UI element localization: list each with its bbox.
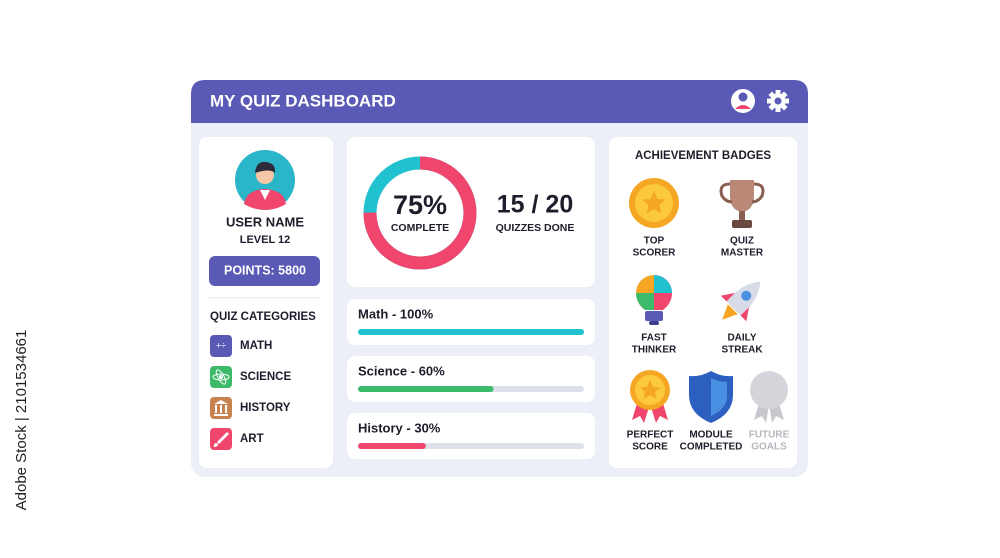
user-level: LEVEL 12: [240, 234, 291, 246]
badges-title: ACHIEVEMENT BADGES: [635, 150, 771, 162]
category-history[interactable]: HISTORY: [210, 397, 291, 419]
watermark: Adobe Stock | 2101534661: [13, 330, 30, 511]
profile-button[interactable]: [731, 89, 755, 113]
header-bar: [191, 80, 808, 123]
badge-perfect-score-icon: [630, 370, 670, 423]
badge-quiz-master-icon: [719, 180, 765, 228]
ring-fill: [363, 156, 477, 270]
badge-daily-streak-icon: [720, 281, 761, 322]
badge-top-scorer-icon: [629, 178, 679, 228]
profile-panel: [199, 137, 333, 468]
category-label: MATH: [240, 340, 272, 352]
progress-label: Science - 60%: [358, 363, 445, 378]
completion-value: 75%: [393, 190, 447, 220]
badge-module-completed-icon: [689, 371, 733, 423]
progress-label: Math - 100%: [358, 306, 434, 321]
badge-label: QUIZ: [730, 236, 754, 247]
badge-label: SCORE: [632, 442, 668, 453]
category-label: HISTORY: [240, 402, 291, 414]
progress-list: Math - 100% Science - 60% History - 30%: [347, 299, 595, 459]
badge-label: DAILY: [727, 333, 756, 344]
badge-label: PERFECT: [627, 430, 674, 441]
badge-fast-thinker-icon: [636, 275, 672, 325]
categories-title: QUIZ CATEGORIES: [210, 311, 316, 323]
settings-button[interactable]: [767, 90, 789, 112]
badge-label: MASTER: [721, 248, 764, 259]
svg-text:+÷: +÷: [216, 340, 226, 350]
avatar: [235, 150, 295, 210]
badge-label: FUTURE: [749, 430, 790, 441]
badge-label: SCORER: [633, 248, 677, 259]
badge-label: TOP: [644, 236, 665, 247]
user-name: USER NAME: [226, 214, 304, 229]
category-art[interactable]: ART: [210, 428, 264, 450]
badge-label: FAST: [641, 333, 667, 344]
category-label: SCIENCE: [240, 371, 291, 383]
completion-caption: COMPLETE: [391, 222, 449, 234]
category-science[interactable]: SCIENCE: [210, 366, 291, 388]
quizzes-value: 15 / 20: [497, 191, 573, 219]
category-math[interactable]: +÷ MATH: [210, 335, 272, 357]
progress-fill: [358, 443, 426, 449]
progress-fill: [358, 329, 584, 335]
progress-label: History - 30%: [358, 420, 441, 435]
header-title: MY QUIZ DASHBOARD: [210, 91, 396, 110]
points-text: POINTS: 5800: [224, 263, 306, 277]
badge-label: MODULE: [689, 430, 733, 441]
category-label: ART: [240, 433, 264, 445]
badge-label: GOALS: [751, 442, 787, 453]
completion-ring: [363, 156, 477, 270]
progress-fill: [358, 386, 494, 392]
quizzes-caption: QUIZZES DONE: [496, 222, 575, 234]
badge-label: STREAK: [721, 345, 763, 356]
badge-label: THINKER: [632, 345, 677, 356]
badge-future-goals-icon: [750, 371, 788, 423]
badge-label: COMPLETED: [680, 442, 743, 453]
points-badge: [209, 256, 320, 286]
